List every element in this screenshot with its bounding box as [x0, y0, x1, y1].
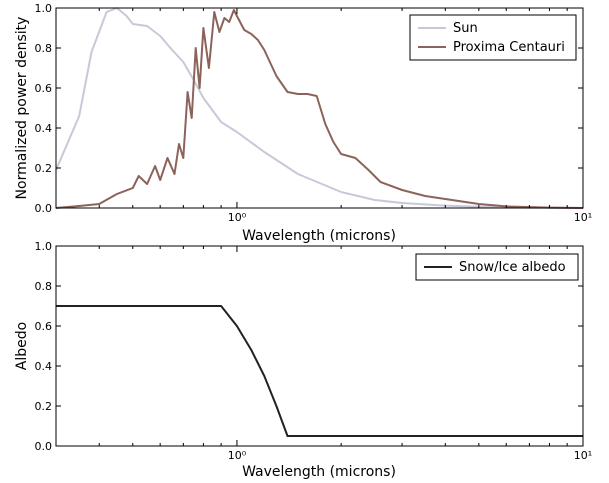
panel-0-legend-box — [409, 14, 577, 61]
series-line-proxima-centauri — [55, 9, 584, 209]
panel-0-series — [55, 7, 584, 209]
y-tick-label: 0.8 — [35, 280, 53, 293]
x-tick-label: 10⁰ — [228, 211, 247, 224]
y-tick-label: 0.4 — [35, 360, 53, 373]
panel-1-axes — [55, 245, 584, 447]
y-tick-label: 0.6 — [35, 82, 53, 95]
spectrum-panel: Normalized power density Wavelength (mic… — [14, 2, 592, 244]
panel-1-xlabel: Wavelength (microns) — [242, 464, 396, 480]
albedo-panel: Albedo Wavelength (microns) 0.0 0.2 0.4 0.6… — [14, 240, 592, 480]
panel-0-ylabel: Normalized power density — [14, 17, 30, 200]
y-tick-label: 1.0 — [35, 2, 53, 15]
panel-0-axes — [55, 7, 584, 209]
series-line-snow-ice-albedo — [56, 305, 583, 437]
legend-label-snow-ice: Snow/Ice albedo — [459, 260, 566, 275]
panel-0-ticks: 0.0 0.2 0.4 0.6 0.8 1.0 10⁰ 10¹ — [35, 2, 593, 224]
y-tick-label: 0.0 — [35, 440, 53, 453]
y-tick-label: 0.0 — [35, 202, 53, 215]
x-tick-label: 10¹ — [574, 449, 592, 462]
y-tick-label: 0.2 — [35, 400, 53, 413]
legend-label-proxima: Proxima Centauri — [453, 40, 565, 55]
panel-0-legend: Sun Proxima Centauri — [409, 14, 577, 61]
series-line-sun — [55, 7, 584, 209]
x-tick-label: 10⁰ — [228, 449, 247, 462]
x-tick-label: 10¹ — [574, 211, 592, 224]
panel-1-ylabel: Albedo — [14, 322, 30, 370]
legend-label-sun: Sun — [453, 21, 478, 36]
y-tick-label: 0.2 — [35, 162, 53, 175]
panel-1-series — [56, 305, 583, 437]
panel-0-xlabel: Wavelength (microns) — [242, 228, 396, 244]
panel-1-legend: Snow/Ice albedo — [415, 253, 579, 281]
y-tick-label: 0.6 — [35, 320, 53, 333]
y-tick-label: 0.4 — [35, 122, 53, 135]
y-tick-label: 0.8 — [35, 42, 53, 55]
y-tick-label: 1.0 — [35, 240, 53, 253]
